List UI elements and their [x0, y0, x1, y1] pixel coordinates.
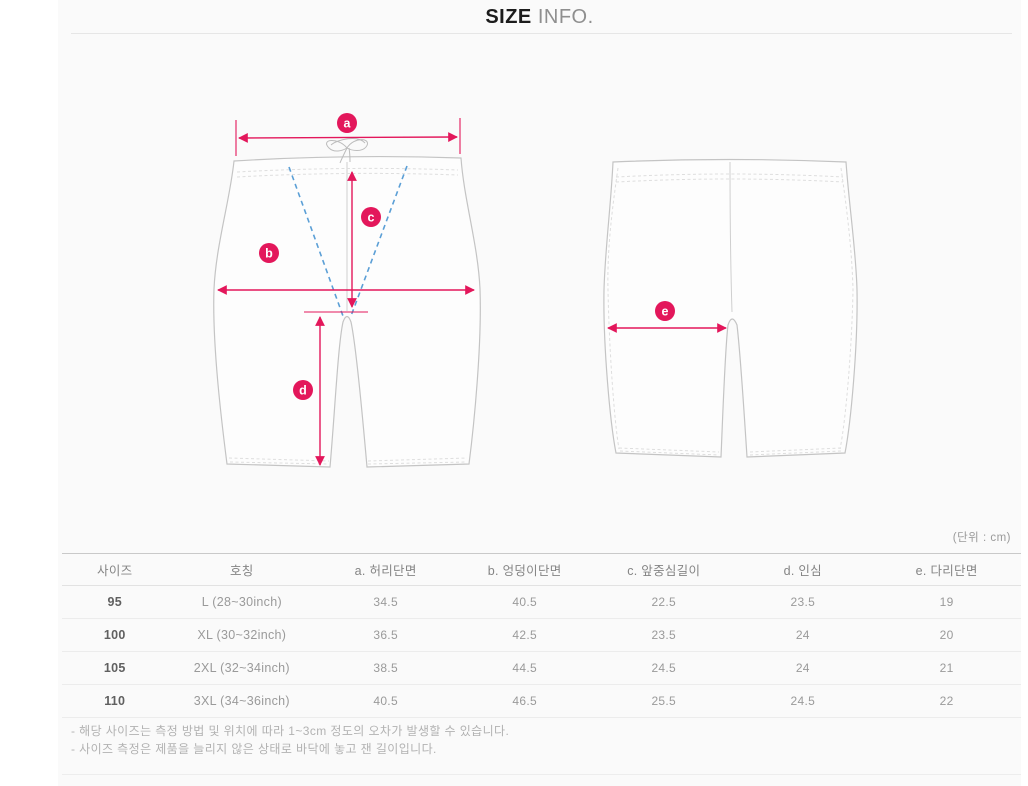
cell-waist: 34.5	[316, 585, 456, 619]
size-table-wrap: 사이즈 호칭 a. 허리단면 b. 엉덩이단면 c. 앞중심길이 d. 인심 e…	[62, 553, 1021, 718]
cell-front-rise: 24.5	[594, 651, 734, 685]
size-note: - 사이즈 측정은 제품을 늘리지 않은 상태로 바닥에 놓고 잰 길이입니다.	[71, 742, 437, 756]
cell-waist: 36.5	[316, 618, 456, 652]
table-row: 100 XL (30~32inch) 36.5 42.5 23.5 24 20	[62, 618, 1021, 652]
back-hem-stitch	[618, 447, 843, 456]
unit-label: (단위 : cm)	[952, 532, 1011, 544]
cell-name: 3XL (34~36inch)	[167, 684, 317, 718]
back-waistband-stitch	[615, 173, 844, 183]
size-note: - 해당 사이즈는 측정 방법 및 위치에 따라 1~3cm 정도의 오차가 발…	[71, 724, 510, 738]
size-info-panel: SIZE INFO. a	[58, 0, 1021, 786]
cell-leg: 20	[872, 618, 1021, 652]
cell-front-rise: 23.5	[594, 618, 734, 652]
header-leg: e. 다리단면	[872, 553, 1021, 586]
measure-e-leg: e	[607, 301, 727, 333]
header-waist: a. 허리단면	[316, 553, 456, 586]
size-table: 사이즈 호칭 a. 허리단면 b. 엉덩이단면 c. 앞중심길이 d. 인심 e…	[62, 553, 1021, 718]
label-d: d	[299, 384, 307, 398]
label-c: c	[368, 211, 375, 225]
cell-hip: 44.5	[455, 651, 595, 685]
label-d-badge	[293, 380, 313, 400]
front-hem-stitch	[228, 457, 468, 465]
label-b: b	[265, 247, 273, 261]
header-name: 호칭	[167, 553, 317, 586]
bottom-divider	[62, 774, 1021, 775]
cell-inseam: 23.5	[733, 585, 873, 619]
cell-leg: 21	[872, 651, 1021, 685]
label-e: e	[662, 305, 669, 319]
front-view-diagram: a c b d	[213, 113, 481, 468]
cell-front-rise: 22.5	[594, 585, 734, 619]
back-shorts-outline	[603, 158, 858, 458]
back-center-seam	[729, 161, 733, 313]
page-title: SIZE INFO.	[58, 6, 1021, 29]
measure-a-waist: a	[235, 113, 461, 156]
label-e-badge	[655, 301, 675, 321]
label-a: a	[344, 117, 352, 131]
cell-inseam: 24	[733, 651, 873, 685]
cell-waist: 38.5	[316, 651, 456, 685]
table-row: 110 3XL (34~36inch) 40.5 46.5 25.5 24.5 …	[62, 684, 1021, 718]
cell-waist: 40.5	[316, 684, 456, 718]
size-diagram: a c b d	[213, 113, 858, 468]
measure-c-front-rise: c	[347, 171, 381, 308]
measure-b-hip: b	[217, 243, 475, 295]
cell-size: 105	[62, 651, 168, 685]
cell-size: 110	[62, 684, 168, 718]
label-c-badge	[361, 207, 381, 227]
cell-front-rise: 25.5	[594, 684, 734, 718]
cell-name: 2XL (32~34inch)	[167, 651, 317, 685]
header-inseam: d. 인심	[733, 553, 873, 586]
title-divider	[71, 33, 1012, 34]
back-view-diagram: e	[603, 158, 858, 458]
cell-inseam: 24	[733, 618, 873, 652]
page-title-light: INFO.	[537, 6, 594, 28]
cell-hip: 40.5	[455, 585, 595, 619]
header-size: 사이즈	[62, 553, 168, 586]
cell-name: XL (30~32inch)	[167, 618, 317, 652]
label-b-badge	[259, 243, 279, 263]
label-a-badge	[337, 113, 357, 133]
cell-size: 100	[62, 618, 168, 652]
cell-size: 95	[62, 585, 168, 619]
cell-leg: 19	[872, 585, 1021, 619]
table-header-row: 사이즈 호칭 a. 허리단면 b. 엉덩이단면 c. 앞중심길이 d. 인심 e…	[62, 553, 1021, 586]
table-row: 95 L (28~30inch) 34.5 40.5 22.5 23.5 19	[62, 585, 1021, 619]
page-title-bold: SIZE	[485, 6, 532, 28]
header-front-rise: c. 앞중심길이	[594, 553, 734, 586]
cell-inseam: 24.5	[733, 684, 873, 718]
cell-name: L (28~30inch)	[167, 585, 317, 619]
cell-leg: 22	[872, 684, 1021, 718]
table-row: 105 2XL (32~34inch) 38.5 44.5 24.5 24 21	[62, 651, 1021, 685]
back-side-seam-stitch-left	[607, 167, 620, 450]
measure-d-inseam: d	[293, 311, 368, 466]
size-notes: - 해당 사이즈는 측정 방법 및 위치에 따라 1~3cm 정도의 오차가 발…	[71, 722, 509, 758]
back-side-seam-stitch-right	[839, 167, 854, 450]
header-hip: b. 엉덩이단면	[455, 553, 595, 586]
cell-hip: 46.5	[455, 684, 595, 718]
cell-hip: 42.5	[455, 618, 595, 652]
